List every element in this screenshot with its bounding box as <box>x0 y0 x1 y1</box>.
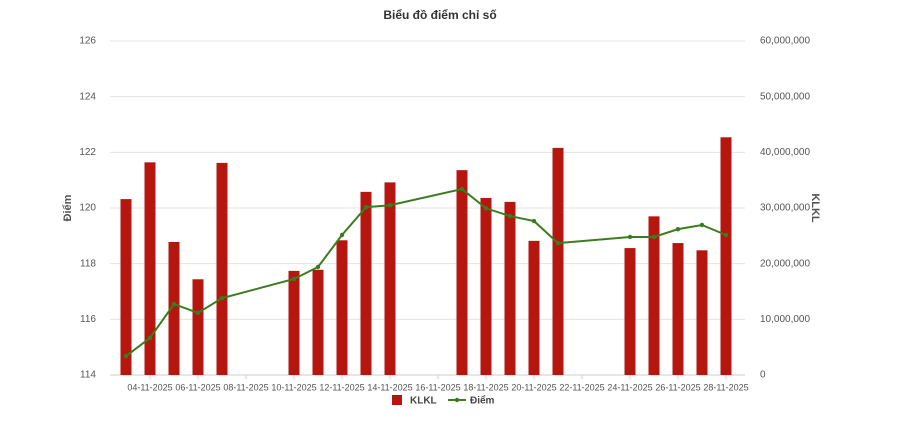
legend-label: KLKL <box>410 396 437 407</box>
x-tick-label: 26-11-2025 <box>655 382 700 392</box>
bar <box>144 162 156 375</box>
bar <box>696 250 708 375</box>
x-tick-label: 12-11-2025 <box>319 382 364 392</box>
point <box>219 295 225 301</box>
point <box>195 310 201 316</box>
bar <box>528 240 540 375</box>
y-tick-label: 120 <box>79 203 96 214</box>
y2-tick-label: 30,000,000 <box>760 203 810 214</box>
bar <box>624 248 636 375</box>
point <box>507 213 513 219</box>
x-tick-label: 18-11-2025 <box>463 382 508 392</box>
point <box>699 222 705 228</box>
point <box>555 240 561 246</box>
y-axis-title: Điểm <box>62 194 74 221</box>
y2-tick-label: 10,000,000 <box>760 314 810 325</box>
line <box>125 187 727 357</box>
y-tick-label: 122 <box>79 147 96 158</box>
bar <box>720 137 732 375</box>
point <box>459 186 465 192</box>
point <box>675 226 681 232</box>
x-tick-label: 14-11-2025 <box>367 382 412 392</box>
bar <box>336 240 348 375</box>
y2-tick-label: 60,000,000 <box>760 36 810 47</box>
x-tick-label: 06-11-2025 <box>175 382 220 392</box>
point <box>315 264 321 270</box>
y2-axis-title: KLKL <box>809 193 821 223</box>
point <box>723 232 729 238</box>
bar <box>504 201 516 375</box>
chart-title: Biểu đồ điểm chỉ số <box>383 8 496 22</box>
x-tick-label: 22-11-2025 <box>559 382 604 392</box>
bar <box>360 191 372 375</box>
y2-tick-label: 50,000,000 <box>760 91 810 102</box>
point <box>627 234 633 240</box>
x-tick-label: 08-11-2025 <box>223 382 268 392</box>
y-tick-label: 114 <box>80 370 96 381</box>
point <box>123 353 129 359</box>
y-tick-label: 124 <box>79 91 96 102</box>
x-tick-label: 16-11-2025 <box>415 382 460 392</box>
bar <box>648 216 660 375</box>
bar <box>456 170 468 375</box>
bar <box>384 182 396 375</box>
bar <box>312 269 324 375</box>
bar <box>288 270 300 375</box>
bar <box>192 279 204 375</box>
y2-tick-label: 40,000,000 <box>760 147 810 158</box>
bar <box>216 162 228 375</box>
x-tick-label: 20-11-2025 <box>511 382 556 392</box>
point <box>171 301 177 307</box>
bar <box>672 243 684 375</box>
point <box>291 276 297 282</box>
bar <box>120 199 132 375</box>
legend-swatch <box>392 395 402 405</box>
bar <box>552 147 564 375</box>
point <box>387 203 393 208</box>
y-tick-label: 116 <box>80 314 96 325</box>
y2-tick-label: 20,000,000 <box>760 258 810 269</box>
point <box>339 232 345 238</box>
point <box>147 335 153 341</box>
bar <box>168 241 180 375</box>
y-tick-label: 118 <box>80 258 96 269</box>
x-tick-label: 04-11-2025 <box>127 382 172 392</box>
x-tick-label: 28-11-2025 <box>703 382 748 392</box>
point <box>483 206 489 211</box>
point <box>363 204 369 210</box>
point <box>531 218 537 224</box>
point <box>651 234 657 240</box>
x-tick-label: 10-11-2025 <box>271 382 316 392</box>
x-tick-label: 24-11-2025 <box>607 382 652 392</box>
legend-label: Điểm <box>470 395 495 407</box>
bar <box>480 197 492 375</box>
y2-tick-label: 0 <box>760 370 766 381</box>
y-tick-label: 126 <box>79 36 96 47</box>
legend-swatch <box>454 397 460 403</box>
